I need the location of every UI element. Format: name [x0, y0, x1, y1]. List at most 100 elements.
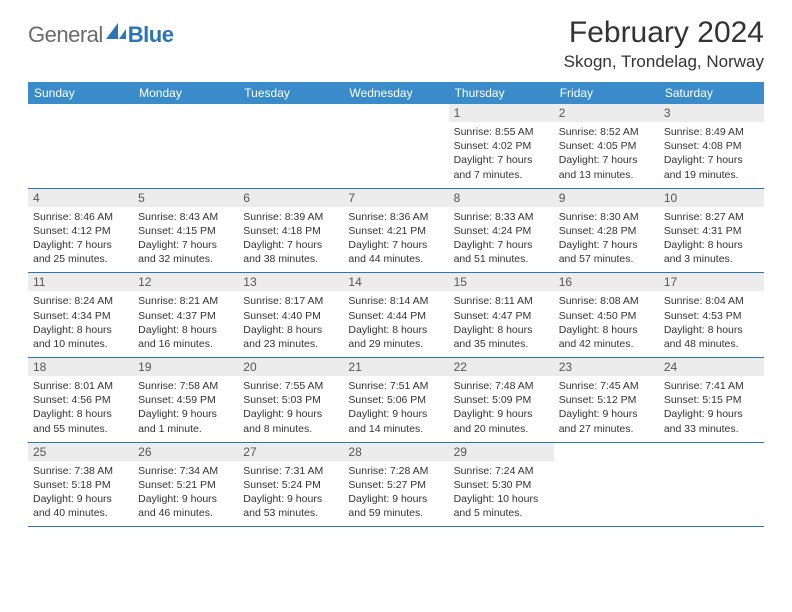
- sunrise-text: Sunrise: 8:24 AM: [33, 294, 128, 308]
- day-number-bar: 15: [449, 273, 554, 291]
- day-number-bar: 11: [28, 273, 133, 291]
- calendar-day-cell: 12Sunrise: 8:21 AMSunset: 4:37 PMDayligh…: [133, 273, 238, 357]
- daylight-text: Daylight: 7 hours and 7 minutes.: [454, 153, 549, 181]
- day-number-bar: 18: [28, 358, 133, 376]
- sunset-text: Sunset: 5:24 PM: [243, 478, 338, 492]
- sunrise-text: Sunrise: 8:17 AM: [243, 294, 338, 308]
- sunset-text: Sunset: 4:05 PM: [559, 139, 654, 153]
- sunrise-text: Sunrise: 7:34 AM: [138, 464, 233, 478]
- sunrise-text: Sunrise: 8:08 AM: [559, 294, 654, 308]
- sunrise-text: Sunrise: 8:33 AM: [454, 210, 549, 224]
- weekday-header: Sunday: [28, 82, 133, 104]
- daylight-text: Daylight: 9 hours and 14 minutes.: [348, 407, 443, 435]
- calendar-day-cell: 26Sunrise: 7:34 AMSunset: 5:21 PMDayligh…: [133, 443, 238, 527]
- calendar-day-cell: 28Sunrise: 7:28 AMSunset: 5:27 PMDayligh…: [343, 443, 448, 527]
- sunrise-text: Sunrise: 8:14 AM: [348, 294, 443, 308]
- day-number: 20: [243, 360, 338, 374]
- day-number-bar: 28: [343, 443, 448, 461]
- daylight-text: Daylight: 9 hours and 53 minutes.: [243, 492, 338, 520]
- calendar-day-cell: 23Sunrise: 7:45 AMSunset: 5:12 PMDayligh…: [554, 358, 659, 442]
- sunset-text: Sunset: 4:59 PM: [138, 393, 233, 407]
- day-number-bar: 2: [554, 104, 659, 122]
- day-number: 21: [348, 360, 443, 374]
- sunrise-text: Sunrise: 7:31 AM: [243, 464, 338, 478]
- day-number: 10: [664, 191, 759, 205]
- day-number: 26: [138, 445, 233, 459]
- daylight-text: Daylight: 8 hours and 42 minutes.: [559, 323, 654, 351]
- day-number-bar: 6: [238, 189, 343, 207]
- sunrise-text: Sunrise: 8:21 AM: [138, 294, 233, 308]
- sunrise-text: Sunrise: 8:52 AM: [559, 125, 654, 139]
- calendar-day-cell: [238, 104, 343, 188]
- sunset-text: Sunset: 5:15 PM: [664, 393, 759, 407]
- day-number: 18: [33, 360, 128, 374]
- calendar-day-cell: 29Sunrise: 7:24 AMSunset: 5:30 PMDayligh…: [449, 443, 554, 527]
- calendar-day-cell: 4Sunrise: 8:46 AMSunset: 4:12 PMDaylight…: [28, 189, 133, 273]
- daylight-text: Daylight: 8 hours and 16 minutes.: [138, 323, 233, 351]
- day-number-bar: 1: [449, 104, 554, 122]
- day-number-bar: 10: [659, 189, 764, 207]
- daylight-text: Daylight: 8 hours and 55 minutes.: [33, 407, 128, 435]
- sunset-text: Sunset: 5:30 PM: [454, 478, 549, 492]
- calendar-day-cell: 5Sunrise: 8:43 AMSunset: 4:15 PMDaylight…: [133, 189, 238, 273]
- daylight-text: Daylight: 8 hours and 10 minutes.: [33, 323, 128, 351]
- sunset-text: Sunset: 4:21 PM: [348, 224, 443, 238]
- calendar-day-cell: 13Sunrise: 8:17 AMSunset: 4:40 PMDayligh…: [238, 273, 343, 357]
- day-number: 14: [348, 275, 443, 289]
- sunrise-text: Sunrise: 8:01 AM: [33, 379, 128, 393]
- day-number: 28: [348, 445, 443, 459]
- daylight-text: Daylight: 9 hours and 46 minutes.: [138, 492, 233, 520]
- sunrise-text: Sunrise: 7:45 AM: [559, 379, 654, 393]
- daylight-text: Daylight: 7 hours and 25 minutes.: [33, 238, 128, 266]
- day-number: 22: [454, 360, 549, 374]
- daylight-text: Daylight: 9 hours and 59 minutes.: [348, 492, 443, 520]
- calendar-week-row: 25Sunrise: 7:38 AMSunset: 5:18 PMDayligh…: [28, 443, 764, 528]
- sunrise-text: Sunrise: 7:24 AM: [454, 464, 549, 478]
- calendar-day-cell: 7Sunrise: 8:36 AMSunset: 4:21 PMDaylight…: [343, 189, 448, 273]
- sunrise-text: Sunrise: 7:48 AM: [454, 379, 549, 393]
- sunset-text: Sunset: 5:18 PM: [33, 478, 128, 492]
- day-number: 1: [454, 106, 549, 120]
- day-number: 17: [664, 275, 759, 289]
- day-number-bar: 19: [133, 358, 238, 376]
- calendar-week-row: 1Sunrise: 8:55 AMSunset: 4:02 PMDaylight…: [28, 104, 764, 189]
- day-number: 29: [454, 445, 549, 459]
- day-number: 19: [138, 360, 233, 374]
- weekday-header-row: Sunday Monday Tuesday Wednesday Thursday…: [28, 82, 764, 104]
- weekday-header: Thursday: [449, 82, 554, 104]
- day-number: 11: [33, 275, 128, 289]
- weekday-header: Saturday: [659, 82, 764, 104]
- day-number: 8: [454, 191, 549, 205]
- day-number-bar: 27: [238, 443, 343, 461]
- sunset-text: Sunset: 5:12 PM: [559, 393, 654, 407]
- day-number: 12: [138, 275, 233, 289]
- sunrise-text: Sunrise: 8:11 AM: [454, 294, 549, 308]
- sunset-text: Sunset: 4:31 PM: [664, 224, 759, 238]
- sunrise-text: Sunrise: 8:27 AM: [664, 210, 759, 224]
- day-number-bar: 7: [343, 189, 448, 207]
- calendar-day-cell: 2Sunrise: 8:52 AMSunset: 4:05 PMDaylight…: [554, 104, 659, 188]
- calendar-page: General Blue February 2024 Skogn, Tronde…: [0, 0, 792, 527]
- day-number: 15: [454, 275, 549, 289]
- daylight-text: Daylight: 8 hours and 23 minutes.: [243, 323, 338, 351]
- sunset-text: Sunset: 4:15 PM: [138, 224, 233, 238]
- day-number-bar: 26: [133, 443, 238, 461]
- day-number: 3: [664, 106, 759, 120]
- day-number-bar: 12: [133, 273, 238, 291]
- calendar-day-cell: 9Sunrise: 8:30 AMSunset: 4:28 PMDaylight…: [554, 189, 659, 273]
- logo-sail-icon: [106, 23, 126, 39]
- day-number: 5: [138, 191, 233, 205]
- daylight-text: Daylight: 7 hours and 57 minutes.: [559, 238, 654, 266]
- day-number-bar: 22: [449, 358, 554, 376]
- calendar: Sunday Monday Tuesday Wednesday Thursday…: [28, 82, 764, 527]
- sunset-text: Sunset: 5:03 PM: [243, 393, 338, 407]
- weekday-header: Tuesday: [238, 82, 343, 104]
- sunrise-text: Sunrise: 7:41 AM: [664, 379, 759, 393]
- sunrise-text: Sunrise: 7:28 AM: [348, 464, 443, 478]
- calendar-day-cell: 17Sunrise: 8:04 AMSunset: 4:53 PMDayligh…: [659, 273, 764, 357]
- day-number: 4: [33, 191, 128, 205]
- day-number-bar: 17: [659, 273, 764, 291]
- header: General Blue February 2024 Skogn, Tronde…: [28, 16, 764, 72]
- sunset-text: Sunset: 4:24 PM: [454, 224, 549, 238]
- daylight-text: Daylight: 7 hours and 19 minutes.: [664, 153, 759, 181]
